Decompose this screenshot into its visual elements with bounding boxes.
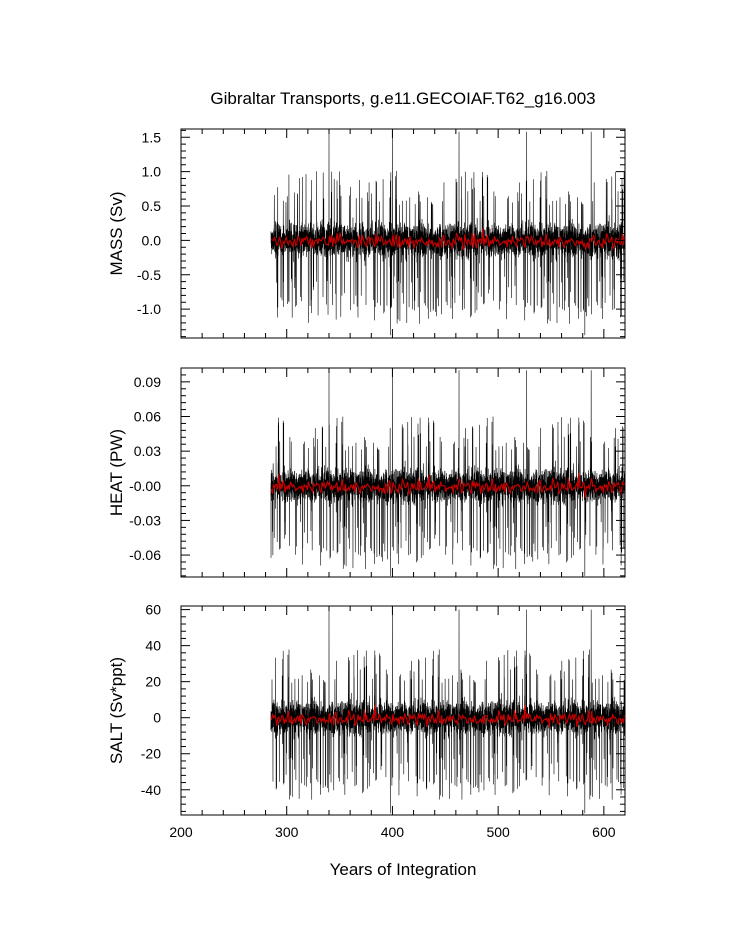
series-annual-mean-line — [270, 704, 626, 728]
series-annual-mean-line — [271, 228, 626, 251]
y-tick-label: 0 — [153, 710, 161, 726]
x-tick-label: 200 — [169, 824, 193, 840]
y-tick-label: -0.00 — [129, 478, 161, 494]
x-tick-label: 500 — [486, 824, 510, 840]
x-axis-label: Years of Integration — [330, 860, 477, 879]
x-tick-label: 600 — [592, 824, 616, 840]
y-tick-label: -0.06 — [129, 547, 161, 563]
y-tick-label: 0.09 — [134, 374, 161, 390]
series-raw-line — [270, 370, 626, 576]
y-tick-label: -1.0 — [137, 301, 161, 317]
panel-2: 0.09 0.06 0.03 -0.00 -0.03 -0.06 HEAT (PW) — [107, 367, 626, 578]
series-raw-line — [270, 131, 626, 336]
y-axis-label: SALT (Sv*ppt) — [107, 657, 126, 764]
y-tick-label: 1.5 — [142, 129, 162, 145]
y-tick-label: -40 — [141, 782, 161, 798]
series-raw-line — [270, 609, 626, 814]
y-tick-label: -0.03 — [129, 512, 161, 528]
y-tick-label: 1.0 — [142, 164, 162, 180]
y-axis-label: MASS (Sv) — [107, 191, 126, 275]
y-tick-label: -0.5 — [137, 267, 161, 283]
panel-1: 1.5 1.0 0.5 0.0 -0.5 -1.0 MASS (Sv) — [107, 128, 626, 339]
y-axis-label: HEAT (PW) — [107, 429, 126, 516]
x-tick-label: 400 — [381, 824, 405, 840]
y-tick-label: 0.5 — [142, 198, 162, 214]
y-tick-label: 0.0 — [142, 232, 162, 248]
y-tick-label: -20 — [141, 746, 161, 762]
y-tick-label: 0.03 — [134, 443, 161, 459]
plot-frame — [180, 367, 626, 578]
chart-title: Gibraltar Transports, g.e11.GECOIAF.T62_… — [210, 89, 595, 108]
y-tick-label: 20 — [145, 674, 161, 690]
series-annual-mean-line — [270, 472, 625, 498]
y-tick-label: 0.06 — [134, 408, 161, 424]
y-tick-label: 40 — [145, 638, 161, 654]
x-tick-label: 300 — [275, 824, 299, 840]
y-tick-label: 60 — [145, 602, 161, 618]
